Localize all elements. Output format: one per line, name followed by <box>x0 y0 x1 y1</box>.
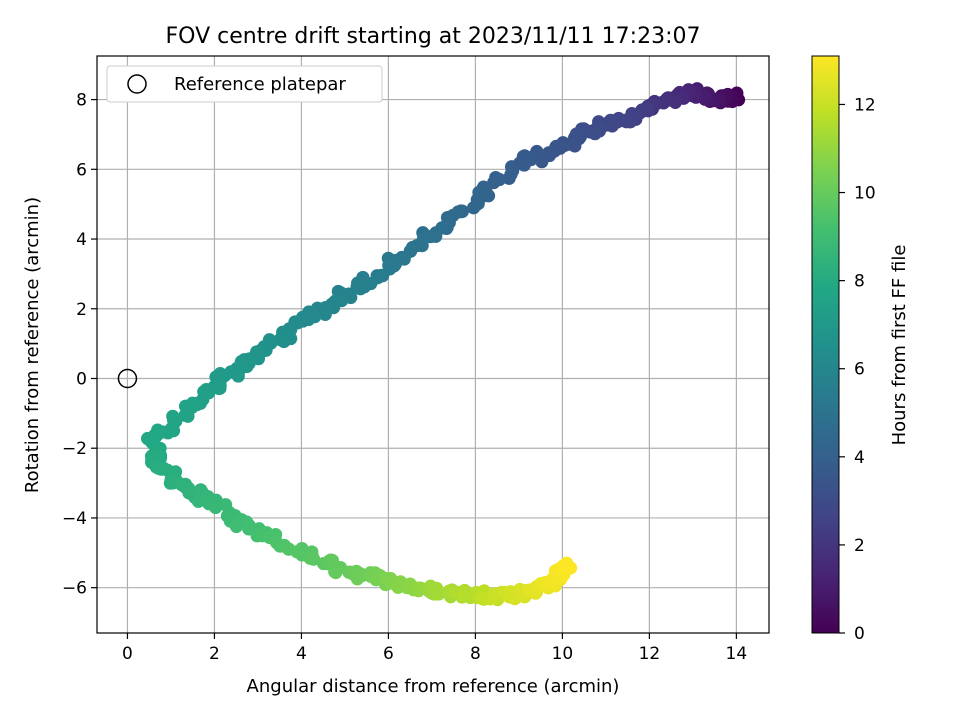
colorbar-gradient <box>811 55 840 634</box>
colorbar-ticks: 0 2 4 6 8 10 12 <box>839 95 876 644</box>
legend-marker-icon <box>127 74 147 94</box>
colorbar-label: Hours from first FF file <box>889 245 910 446</box>
scatter-point <box>350 572 364 586</box>
colorbar-tick-label: 4 <box>854 448 865 468</box>
y-tick-label: −6 <box>62 579 87 599</box>
plot-frame <box>96 55 770 634</box>
scatter-point <box>212 381 226 395</box>
x-tick-label: 12 <box>639 644 661 664</box>
scatter-point <box>329 565 343 580</box>
scatter-point <box>301 312 316 327</box>
x-tick-label: 6 <box>383 644 394 664</box>
legend: Reference platepar <box>106 65 383 103</box>
scatter-point <box>181 409 195 423</box>
colorbar: 0 2 4 6 8 10 12 Hours from first FF file <box>811 55 910 644</box>
y-tick-label: 0 <box>76 369 87 389</box>
x-tick-label: 10 <box>552 644 574 664</box>
scatter-point <box>209 500 223 515</box>
chart-title: FOV centre drift starting at 2023/11/11 … <box>166 24 701 49</box>
y-tick-label: −4 <box>62 509 87 529</box>
scatter-point <box>467 201 481 215</box>
x-tick-label: 8 <box>470 644 481 664</box>
scatter-point <box>457 589 471 603</box>
scatter-point <box>504 167 518 181</box>
scatter-point <box>588 127 602 141</box>
legend-box <box>106 65 383 103</box>
scatter-point <box>432 587 446 601</box>
y-axis-ticks: −6 −4 −2 0 2 4 6 8 <box>62 91 97 599</box>
grid-lines <box>97 56 769 633</box>
x-tick-label: 14 <box>726 644 748 664</box>
scatter-point <box>290 545 304 559</box>
colorbar-tick-label: 12 <box>854 95 876 115</box>
x-axis-label: Angular distance from reference (arcmin) <box>247 676 620 697</box>
y-tick-label: 8 <box>76 91 87 111</box>
scatter-points <box>141 82 746 607</box>
scatter-point <box>568 139 582 153</box>
x-tick-label: 0 <box>122 644 133 664</box>
x-tick-label: 4 <box>296 644 307 664</box>
scatter-point <box>451 205 465 219</box>
y-tick-label: 4 <box>76 230 87 250</box>
colorbar-tick-label: 0 <box>854 624 865 644</box>
colorbar-tick-label: 2 <box>854 536 865 556</box>
scatter-point <box>229 519 244 534</box>
colorbar-tick-label: 8 <box>854 272 865 292</box>
scatter-point <box>306 552 321 566</box>
colorbar-tick-label: 10 <box>854 184 876 204</box>
y-tick-label: 6 <box>76 160 87 180</box>
reference-platepar-marker <box>117 368 138 389</box>
y-axis-label: Rotation from reference (arcmin) <box>22 197 43 493</box>
scatter-point <box>535 155 549 169</box>
scatter-point <box>487 175 501 190</box>
scatter-point <box>560 556 574 570</box>
x-tick-label: 2 <box>209 644 220 664</box>
legend-entry-reference-platepar: Reference platepar <box>174 74 346 95</box>
scatter-point <box>273 332 287 347</box>
x-axis-ticks: 0 2 4 6 8 10 12 14 <box>122 633 747 664</box>
y-tick-label: 2 <box>76 300 87 320</box>
colorbar-tick-label: 6 <box>854 360 865 380</box>
y-tick-label: −2 <box>62 439 87 459</box>
